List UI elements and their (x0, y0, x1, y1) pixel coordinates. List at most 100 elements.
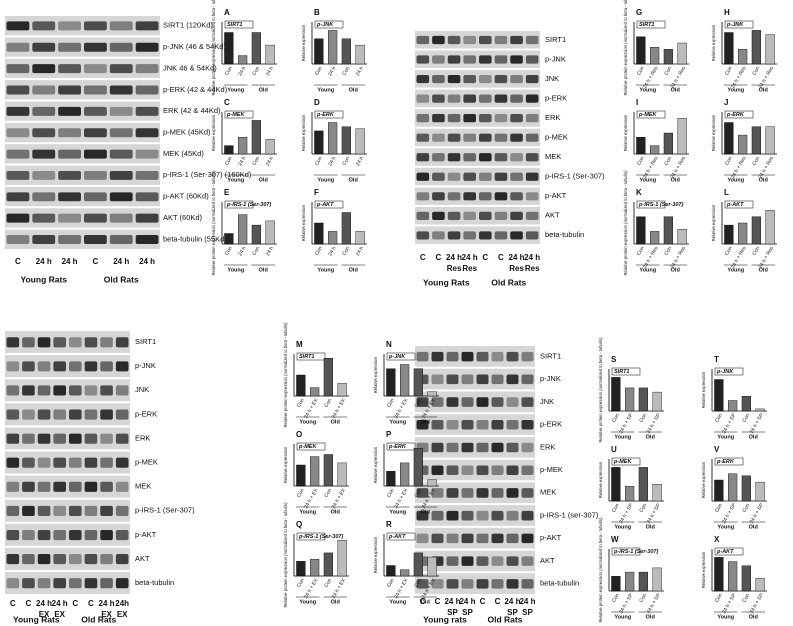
bar (638, 571, 648, 592)
lane-label: C (482, 253, 488, 262)
category-label: Con (341, 155, 351, 166)
blot-band (37, 361, 51, 372)
blot-band (53, 481, 66, 492)
panel-letter: H (724, 8, 730, 17)
blot-strip (5, 523, 130, 546)
group-label: Young Rats (20, 274, 67, 284)
blot-band (22, 457, 35, 468)
blot-strip (5, 427, 130, 450)
blot-band (58, 170, 81, 180)
category-label: 24 h (355, 155, 365, 167)
blot-strip (5, 16, 160, 36)
category-label: 24 h (237, 245, 247, 257)
bar (650, 47, 660, 65)
bar (323, 454, 333, 487)
blot-band (479, 153, 492, 162)
blot-band (525, 55, 539, 64)
blot-band (84, 433, 98, 444)
blot-band (100, 554, 113, 565)
blot-band (32, 213, 56, 223)
bar (265, 44, 275, 65)
panel-letter: R (386, 520, 392, 529)
blot-band (510, 94, 523, 103)
bar (728, 473, 738, 502)
blot-band (506, 556, 519, 566)
blot-band (447, 133, 461, 142)
blot-strip (5, 547, 130, 570)
blot-band (135, 192, 159, 202)
bar (611, 467, 621, 502)
group-label: Young (727, 267, 744, 273)
blot-strip (415, 505, 535, 526)
panel-letter: J (724, 98, 728, 107)
blot-band (100, 457, 113, 468)
blot-label: p-JNK (545, 54, 566, 63)
bar (738, 222, 748, 245)
blot-strip (5, 37, 160, 57)
category-label: Con (611, 412, 621, 423)
blot-band (432, 133, 445, 142)
blot-band (416, 74, 430, 84)
blot-band (446, 579, 459, 589)
blot-band (6, 409, 20, 420)
blot-band (525, 35, 539, 45)
blot-band (479, 211, 492, 220)
blot-band (109, 106, 133, 116)
category-label: Con (724, 65, 734, 76)
blot-band (84, 106, 107, 116)
blot-band (37, 433, 51, 444)
panel-letter: U (611, 445, 617, 454)
blot-band (447, 74, 461, 84)
lane-label: 24 h (113, 257, 129, 266)
category-label: Con (611, 502, 621, 513)
lane-label: Res (509, 264, 524, 273)
blot-strip (415, 70, 540, 88)
group-label: Old (349, 87, 358, 93)
category-label: 24 h (327, 65, 337, 77)
bar (751, 216, 761, 245)
blot-band (6, 385, 20, 396)
category-label: Con (663, 155, 673, 166)
title-box (636, 110, 666, 119)
blot-band (109, 64, 133, 74)
lane-label: SP (447, 608, 458, 617)
blot-band (446, 351, 459, 362)
blot-strip (5, 571, 130, 594)
blot-band (37, 385, 51, 396)
bar (400, 364, 410, 397)
y-axis-label: Relative expression (373, 536, 378, 573)
lane-label: C (420, 253, 426, 262)
blot-label: p-MEK (45Kd) (163, 127, 211, 136)
blot-band (479, 133, 492, 142)
blot-strip (415, 527, 535, 549)
blot-band (84, 149, 107, 159)
blot-strip (5, 229, 160, 249)
chart-title: SIRT1 (299, 354, 315, 360)
blot-band (476, 442, 489, 453)
blot-band (463, 74, 476, 84)
blot-label: SIRT1 (120Kd) (163, 21, 213, 30)
bar (663, 132, 673, 155)
blot-label: SIRT1 (540, 351, 561, 360)
blot-band (506, 533, 519, 544)
bar (636, 36, 646, 65)
bar (310, 456, 320, 487)
bar (677, 42, 687, 65)
blot-label: beta-tubulin (55Kd) (163, 234, 227, 243)
blot-band (431, 533, 444, 544)
bar (714, 557, 724, 592)
blot-strip (5, 144, 160, 164)
bar (386, 471, 396, 487)
blot-strip (415, 89, 540, 108)
group-label: Old Rats (104, 274, 139, 284)
blot-band (494, 211, 508, 220)
panel-letter: I (636, 98, 638, 107)
bar (728, 400, 738, 412)
panel-letter: G (636, 8, 642, 17)
bar (765, 34, 775, 65)
blot-label: p-JNK (46 & 54Kd) (163, 42, 226, 51)
blot-band (58, 42, 81, 52)
chart-title: p-JNK (388, 354, 406, 360)
group-label: Young (614, 614, 631, 620)
blot-band (491, 442, 504, 453)
